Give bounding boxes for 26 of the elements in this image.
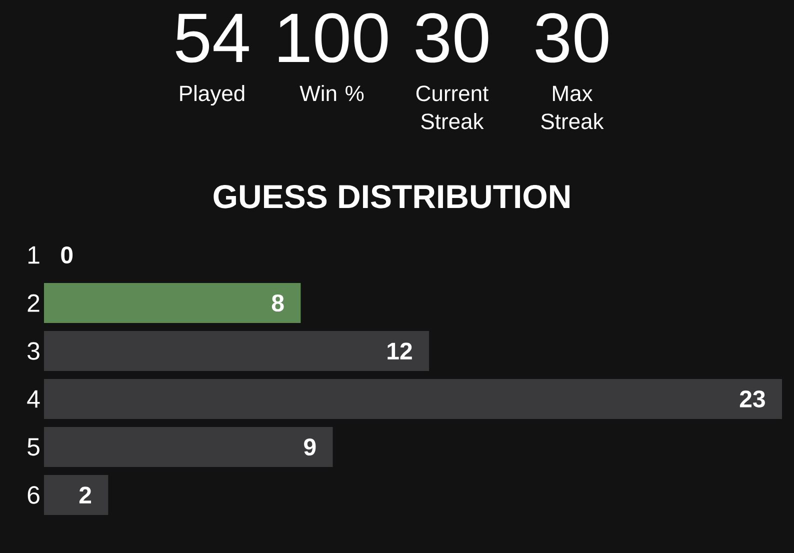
data-label: 8 <box>272 294 284 312</box>
category-label: Played <box>180 85 244 106</box>
y-tick-label: 6 <box>28 486 40 504</box>
data-label: 54 <box>176 14 249 63</box>
category-label: Current Streak <box>416 86 489 130</box>
y-tick-label: 2 <box>28 294 40 312</box>
y-tick-label: 3 <box>28 342 40 360</box>
data-label: 30 <box>536 13 608 63</box>
chart-title: GUESS DISTRIBUTION <box>214 184 570 208</box>
bar <box>44 283 301 324</box>
category-label: Max Streak <box>541 86 604 130</box>
bar <box>44 475 108 516</box>
data-label: 23 <box>740 390 765 408</box>
data-label: 2 <box>79 486 92 504</box>
data-label: 12 <box>388 342 412 360</box>
data-label: 100 <box>278 13 388 63</box>
data-label: 0 <box>61 246 73 264</box>
y-tick-label: 4 <box>27 390 40 408</box>
data-label: 30 <box>416 13 488 63</box>
y-tick-label: 1 <box>28 246 40 264</box>
bar <box>44 331 430 372</box>
data-label: 9 <box>304 438 316 456</box>
bar <box>44 379 782 420</box>
bar <box>44 427 333 468</box>
y-tick-label: 5 <box>28 438 40 456</box>
category-label: Win % <box>300 85 364 102</box>
